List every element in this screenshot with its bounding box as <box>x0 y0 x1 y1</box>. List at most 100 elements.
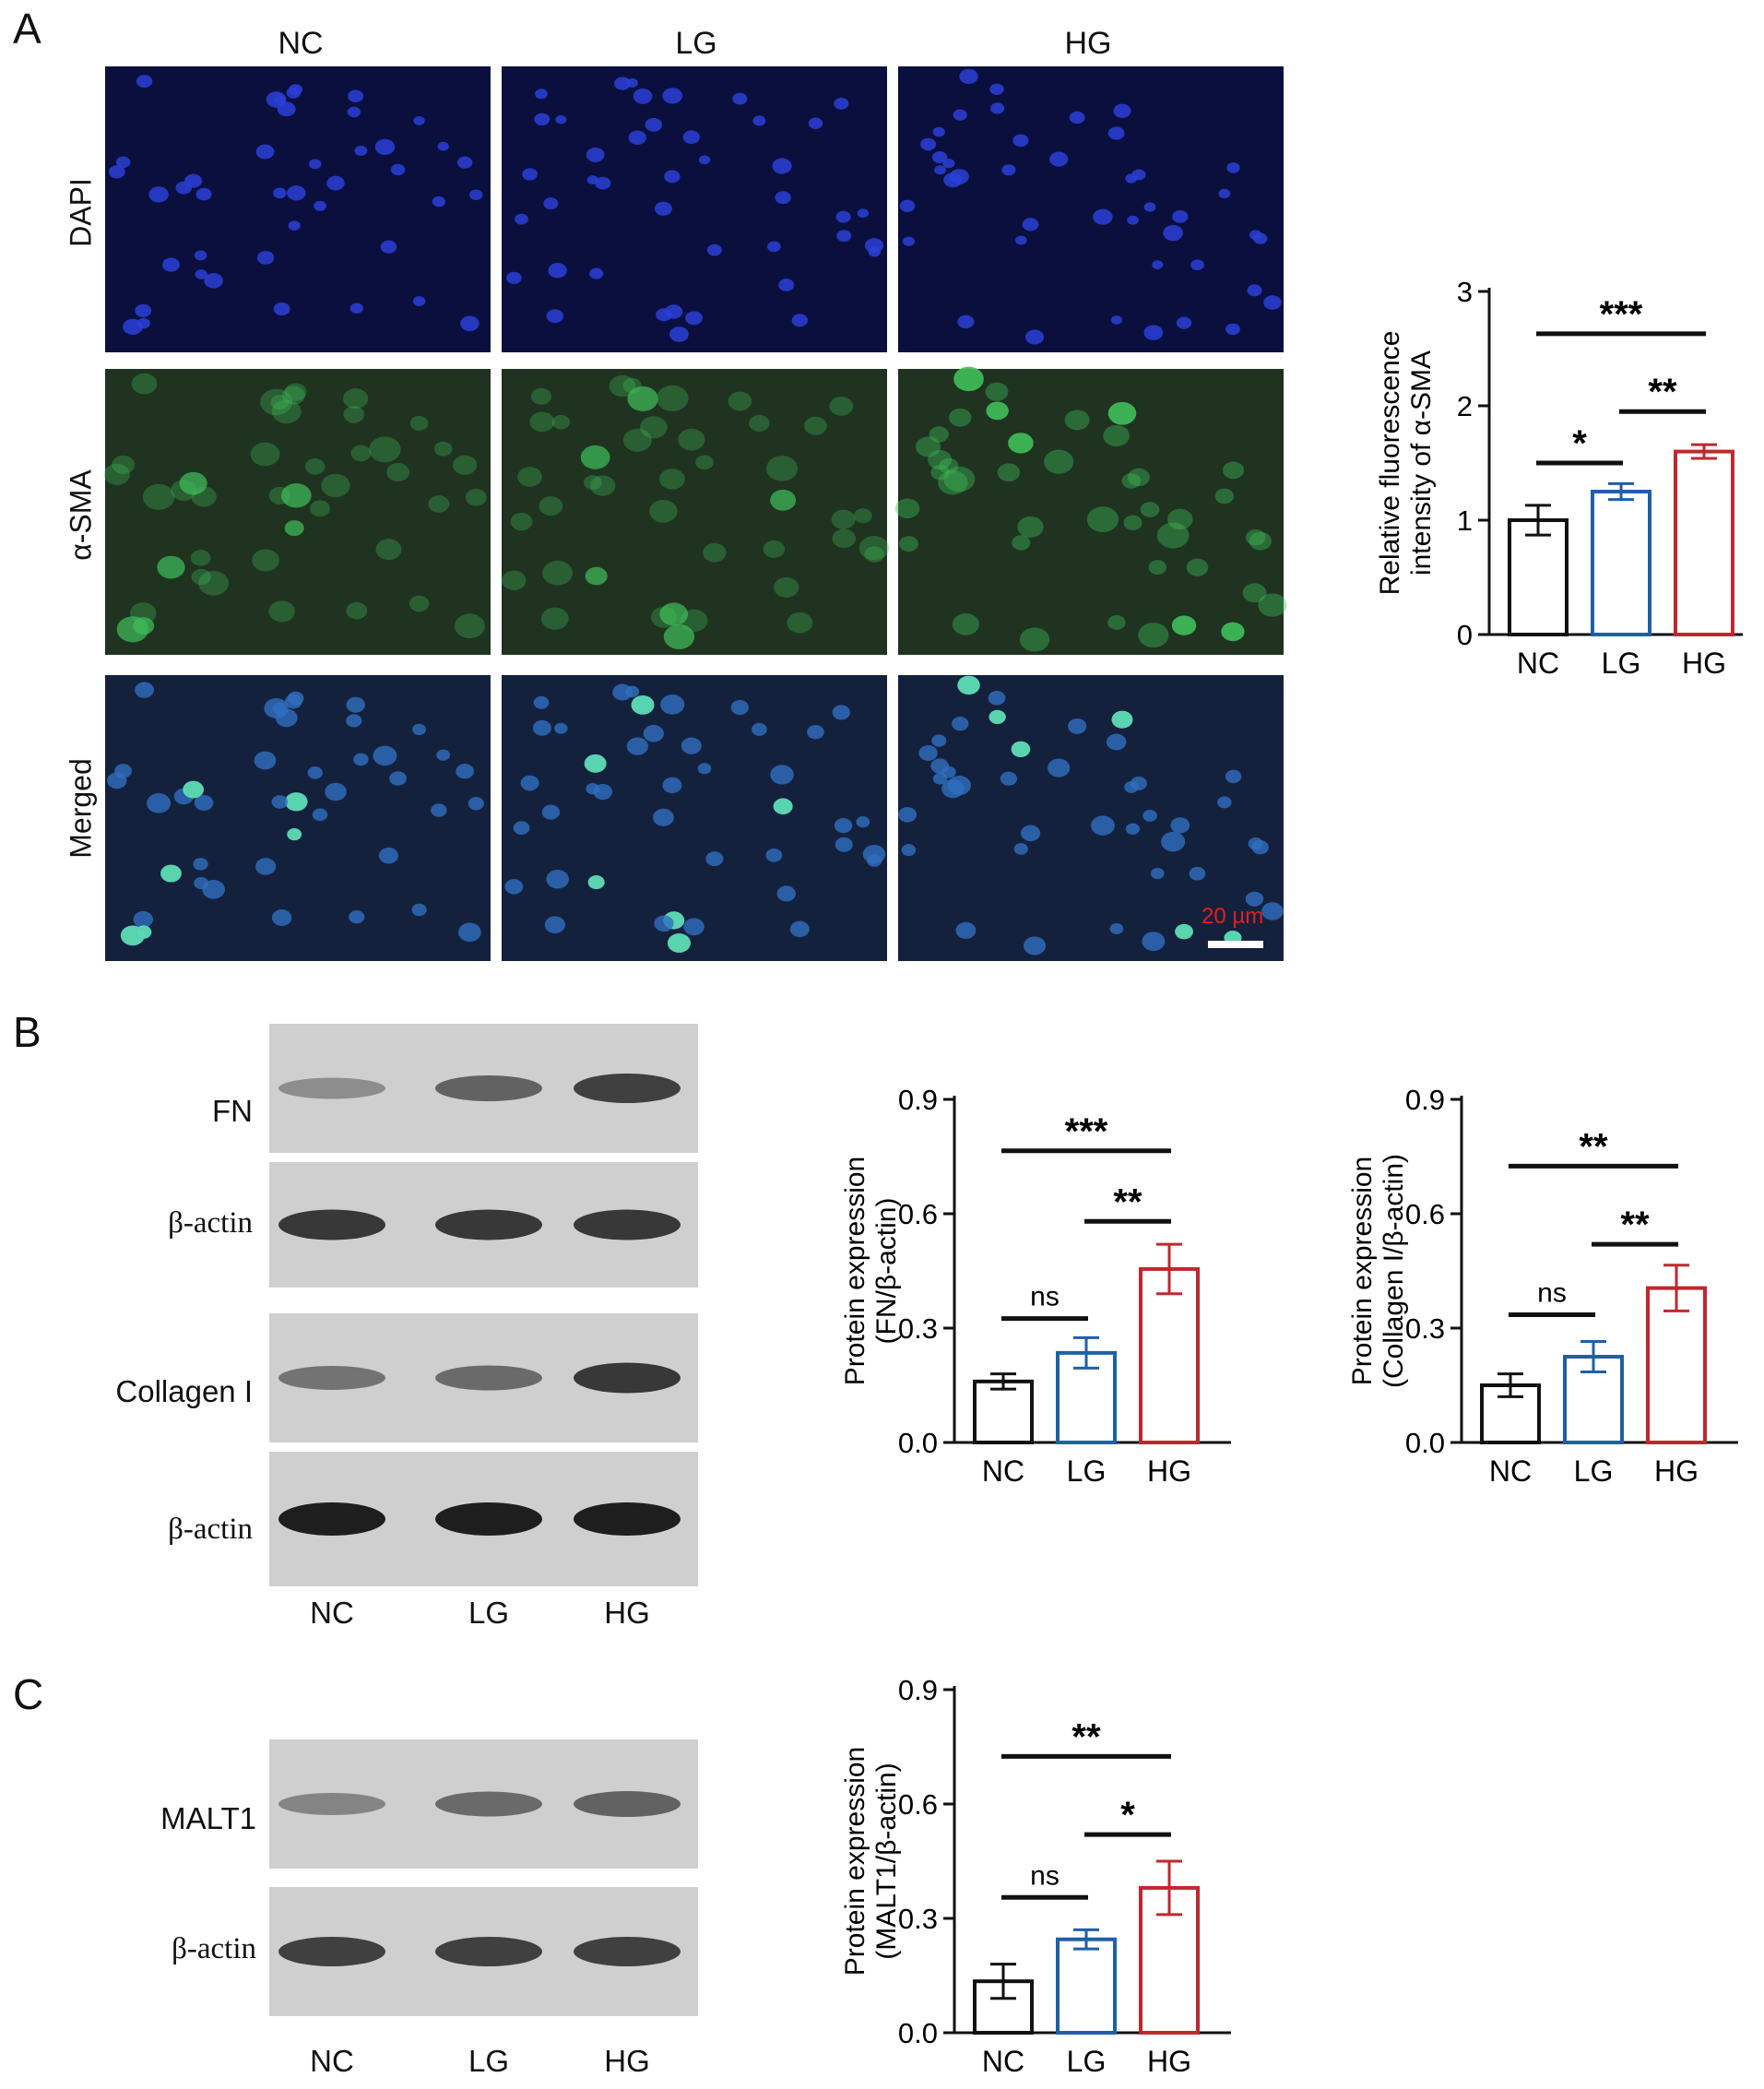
merged-cell <box>325 782 347 801</box>
sma-cell <box>1222 461 1245 480</box>
merged-cell <box>389 771 407 786</box>
error-bar-hg <box>1691 443 1717 460</box>
sma-cell <box>832 528 857 549</box>
lane-label-lg-c: LG <box>468 2044 510 2078</box>
nucleus <box>586 147 605 162</box>
sma-cell <box>1148 560 1166 575</box>
sma-cell <box>986 401 1009 421</box>
nucleus <box>1143 325 1164 340</box>
bar-nc <box>973 1379 1034 1444</box>
sma-cell <box>659 602 689 626</box>
blot-band <box>435 1791 542 1817</box>
sma-cell <box>831 509 856 529</box>
nucleus <box>959 68 978 85</box>
merged-cell <box>346 714 362 728</box>
merged-cell <box>705 851 724 867</box>
merged-cell <box>1130 776 1147 790</box>
y-tick-label: 0.3 <box>898 1903 938 1935</box>
micrograph-background <box>105 66 491 352</box>
sma-cell <box>939 457 959 474</box>
sma-cell <box>985 382 1009 401</box>
merged-cell <box>1150 868 1165 880</box>
merged-cell <box>254 751 277 770</box>
sma-cell <box>179 471 207 495</box>
sma-cell <box>268 486 291 504</box>
merged-cell <box>654 915 674 932</box>
sma-cell <box>829 396 854 416</box>
blot-band <box>278 1077 385 1099</box>
nucleus <box>1176 316 1192 329</box>
nucleus <box>706 243 722 256</box>
merged-cell <box>856 816 870 828</box>
sma-cell <box>1044 449 1074 474</box>
column-header-lg: LG <box>675 26 717 61</box>
nucleus <box>614 77 632 90</box>
bar-lg <box>1056 1937 1117 2036</box>
sma-cell <box>131 373 158 395</box>
nucleus <box>287 185 306 201</box>
western-blot-area <box>269 1024 698 2016</box>
sma-cell <box>542 560 574 586</box>
y-axis-label-line: Protein expression <box>840 1747 870 1976</box>
nucleus <box>778 279 795 291</box>
nucleus <box>1218 188 1231 199</box>
sma-cell <box>191 568 211 586</box>
micrograph-merged-lg <box>502 675 887 961</box>
merged-cell <box>202 880 225 899</box>
panel-label-a: A <box>13 5 41 53</box>
sma-cell <box>639 416 668 439</box>
sma-cell <box>375 539 402 561</box>
blot-label-fn: FN <box>212 1094 253 1128</box>
significance-bracket: ** <box>1001 1716 1171 1759</box>
x-tick-label: HG <box>1147 2045 1191 2078</box>
lane-label-nc-b: NC <box>310 1596 354 1630</box>
lane-label-nc-c: NC <box>310 2044 354 2078</box>
nucleus <box>1263 295 1282 310</box>
sma-cell <box>1127 468 1150 487</box>
sma-cell <box>656 385 689 412</box>
merged-cell <box>776 885 796 902</box>
sma-cell <box>1156 522 1190 549</box>
x-tick-label: NC <box>1489 1454 1532 1488</box>
merged-cell <box>353 753 369 766</box>
significance-bracket: * <box>1536 423 1623 466</box>
sma-cell <box>1249 531 1273 551</box>
nucleus <box>808 117 823 129</box>
sma-cell <box>304 458 326 475</box>
sma-cell <box>787 611 813 634</box>
micrograph-background <box>898 66 1284 352</box>
significance-label: * <box>1572 423 1587 464</box>
merged-cell <box>1142 932 1166 952</box>
blot-band <box>574 1209 681 1240</box>
merged-cell <box>312 808 328 822</box>
merged-cell <box>988 691 1006 706</box>
sma-cell <box>609 374 636 398</box>
merged-cell <box>955 921 977 939</box>
merged-bright-cell <box>957 675 980 695</box>
nucleus <box>1110 315 1123 325</box>
nucleus <box>432 196 446 208</box>
merged-bright-cell <box>989 709 1006 725</box>
merged-cell <box>1013 843 1028 855</box>
merged-cell <box>271 909 292 926</box>
error-bar-hg <box>1156 1859 1182 1917</box>
nucleus <box>1226 162 1240 173</box>
sma-cell <box>929 426 949 443</box>
sma-cell <box>343 388 369 409</box>
nucleus <box>857 208 870 219</box>
merged-bright-cell <box>587 875 605 890</box>
blot-band <box>278 1937 385 1966</box>
nucleus <box>555 114 567 125</box>
x-tick-label: NC <box>982 1454 1024 1488</box>
nucleus <box>932 126 945 137</box>
merged-cell <box>1248 837 1263 850</box>
nucleus <box>989 83 1004 95</box>
micrograph-background <box>898 369 1284 655</box>
merged-cell <box>832 705 850 720</box>
sma-cell <box>1214 488 1235 504</box>
sma-cell <box>804 416 827 435</box>
nucleus <box>836 230 852 243</box>
blot-band <box>278 1366 385 1390</box>
error-bar-nc <box>1498 1372 1523 1398</box>
merged-cell <box>941 766 956 778</box>
